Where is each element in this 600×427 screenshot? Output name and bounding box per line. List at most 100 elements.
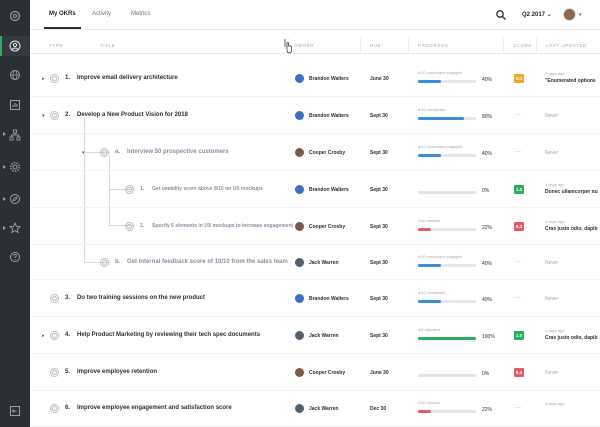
- star-icon[interactable]: [8, 221, 22, 235]
- tab-metrics[interactable]: Metrics: [131, 11, 151, 17]
- progress-percent: 80%: [482, 114, 493, 120]
- owner-name: Jack Warren: [309, 406, 339, 412]
- table-row[interactable]: ▾ 2. Develop a New Product Vision for 2018…: [30, 97, 600, 134]
- help-icon[interactable]: [8, 250, 22, 264]
- column-header-score[interactable]: SCORE: [513, 43, 533, 48]
- objective-title[interactable]: Get internal feedback score of 10/10 fro…: [127, 259, 288, 265]
- objective-type-icon: [125, 185, 134, 194]
- org-chart-icon[interactable]: [8, 128, 22, 142]
- owner-avatar: [295, 111, 304, 120]
- objective-title[interactable]: Do two training sessions on the new prod…: [77, 295, 206, 301]
- progress-label: 4/4 objective: [418, 327, 441, 332]
- row-number: 5.: [65, 369, 71, 375]
- progress-percent: 40%: [482, 261, 493, 267]
- due-date: Sept 30: [370, 150, 388, 156]
- score-badge: 0.4: [514, 74, 524, 83]
- objective-title[interactable]: Improve employee retention: [77, 369, 158, 375]
- objective-title[interactable]: Improve employee engagement and satisfac…: [77, 405, 232, 411]
- expand-caret-icon[interactable]: [3, 226, 6, 230]
- table-row[interactable]: ▸ 1. Improve email delivery architecture Br…: [30, 60, 600, 97]
- user-icon[interactable]: [8, 39, 22, 53]
- score-empty: —: [515, 112, 521, 118]
- objective-type-icon: [100, 148, 109, 157]
- row-number: 3.: [65, 295, 71, 301]
- table-row[interactable]: 5. Improve employee retention Cooper Crosb…: [30, 354, 600, 391]
- row-number: b.: [115, 259, 121, 265]
- column-header-title[interactable]: TITLE: [100, 43, 116, 48]
- objective-title[interactable]: Improve email delivery architecture: [77, 75, 178, 81]
- objective-title[interactable]: Help Product Marketing by reviewing thei…: [77, 332, 261, 338]
- last-updated-comment: Cras justo odio, dapib: [545, 226, 598, 232]
- last-updated-time: 4 days ago: [545, 328, 565, 333]
- score-badge: 1.0: [514, 185, 524, 194]
- progress-percent: 22%: [482, 225, 493, 231]
- progress-bar-fill: [418, 117, 465, 120]
- column-header-last-updated[interactable]: LAST UPDATED: [546, 43, 587, 48]
- progress-percent: 100%: [482, 334, 495, 340]
- tab-activity[interactable]: Activity: [92, 11, 112, 17]
- expand-toggle-icon[interactable]: ▸: [42, 76, 45, 82]
- last-updated-time: 4 days ago: [545, 182, 565, 187]
- compass-icon[interactable]: [8, 192, 22, 206]
- last-updated-time: 4 days ago: [545, 71, 565, 76]
- table-row[interactable]: ▸ 4. Help Product Marketing by reviewing t…: [30, 317, 600, 354]
- objective-title[interactable]: Specify 5 elements in UX mockups to incr…: [152, 223, 294, 229]
- expand-caret-icon[interactable]: [3, 197, 6, 201]
- table-row[interactable]: 3. Do two training sessions on the new pr…: [30, 280, 600, 317]
- progress-bar-fill: [418, 337, 476, 340]
- progress-bar: [418, 264, 476, 267]
- progress-bar-fill: [418, 300, 442, 303]
- globe-icon[interactable]: [8, 68, 22, 82]
- objective-type-icon: [50, 331, 59, 340]
- progress-bar: [418, 300, 476, 303]
- objective-title[interactable]: Develop a New Product Vision for 2018: [77, 112, 188, 118]
- expand-caret-icon[interactable]: [3, 132, 6, 136]
- progress-label: 4/10 customers engaged: [418, 254, 463, 259]
- progress-bar-fill: [418, 264, 442, 267]
- tree-connector: [109, 156, 110, 226]
- objective-title[interactable]: Get usability score above 8/10 on UX moc…: [152, 186, 263, 192]
- last-updated-never: Never: [545, 150, 559, 156]
- score-badge: 0.3: [514, 222, 524, 231]
- owner-avatar: [295, 294, 304, 303]
- settings-icon[interactable]: [8, 160, 22, 174]
- column-header-owner[interactable]: OWNER: [294, 43, 315, 48]
- collapse-toggle-icon[interactable]: ▾: [82, 150, 85, 156]
- expand-caret-icon[interactable]: [3, 165, 6, 169]
- chevron-down-icon[interactable]: ▾: [579, 12, 582, 18]
- drag-handle-icon[interactable]: [282, 38, 292, 54]
- column-header-due[interactable]: DUE: [370, 43, 382, 48]
- column-header-type[interactable]: TYPE: [49, 43, 64, 48]
- expand-toggle-icon[interactable]: ▸: [42, 333, 45, 339]
- active-tab-underline: [44, 27, 81, 29]
- tab-my-okrs[interactable]: My OKRs: [49, 11, 76, 17]
- column-header-progress[interactable]: PROGRESS: [418, 43, 449, 48]
- owner-avatar: [295, 258, 304, 267]
- owner-name: Jack Warren: [309, 333, 339, 339]
- logo-icon[interactable]: [8, 9, 22, 23]
- objective-title[interactable]: Interview 50 prospective customers: [127, 149, 229, 155]
- table-row[interactable]: 6. Improve employee engagement and satisf…: [30, 391, 600, 427]
- search-icon[interactable]: [495, 9, 507, 21]
- column-divider: [408, 38, 409, 52]
- table-row[interactable]: ▾ a. Interview 50 prospective customers Coo…: [30, 134, 600, 171]
- table-row[interactable]: 2. Specify 5 elements in UX mockups to in…: [30, 208, 600, 245]
- objective-type-icon: [50, 404, 59, 413]
- quarter-selector[interactable]: Q2 2017 ⌄: [522, 11, 552, 18]
- due-date: Sept 30: [370, 296, 388, 302]
- progress-bar: [418, 191, 476, 194]
- row-number: a.: [115, 149, 121, 155]
- table-row[interactable]: b. Get internal feedback score of 10/10 f…: [30, 245, 600, 280]
- avatar[interactable]: [563, 8, 576, 21]
- collapse-toggle-icon[interactable]: ▾: [42, 113, 45, 119]
- chart-icon[interactable]: [8, 98, 22, 112]
- last-updated-never: Never: [545, 370, 559, 376]
- progress-bar: [418, 117, 476, 120]
- table-row[interactable]: 1. Get usability score above 8/10 on UX m…: [30, 171, 600, 208]
- logout-icon[interactable]: [8, 404, 22, 418]
- owner-avatar: [295, 368, 304, 377]
- last-updated-time: 4 days ago: [545, 401, 565, 406]
- quarter-label: Q2 2017: [522, 12, 546, 18]
- owner-name: Jack Warren: [309, 260, 339, 266]
